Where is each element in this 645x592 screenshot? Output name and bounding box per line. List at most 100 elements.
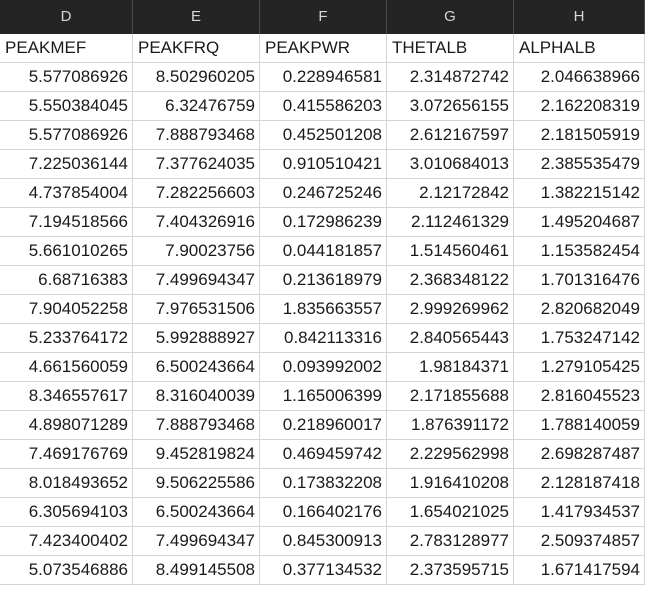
cell[interactable]: 5.577086926: [0, 121, 133, 150]
cell[interactable]: 2.128187418: [514, 469, 645, 498]
cell[interactable]: 7.888793468: [133, 411, 260, 440]
cell[interactable]: 1.279105425: [514, 353, 645, 382]
cell[interactable]: 2.112461329: [387, 208, 514, 237]
cell[interactable]: 0.845300913: [260, 527, 387, 556]
cell[interactable]: 0.173832208: [260, 469, 387, 498]
cell[interactable]: 0.246725246: [260, 179, 387, 208]
cell[interactable]: 2.698287487: [514, 440, 645, 469]
column-header-d[interactable]: D: [0, 0, 133, 34]
cell[interactable]: 2.820682049: [514, 295, 645, 324]
cell[interactable]: 7.469176769: [0, 440, 133, 469]
cell[interactable]: 3.072656155: [387, 92, 514, 121]
cell[interactable]: 7.888793468: [133, 121, 260, 150]
cell[interactable]: 1.514560461: [387, 237, 514, 266]
cell[interactable]: 4.737854004: [0, 179, 133, 208]
cell[interactable]: 7.423400402: [0, 527, 133, 556]
cell[interactable]: 2.368348122: [387, 266, 514, 295]
cell[interactable]: 1.753247142: [514, 324, 645, 353]
cell[interactable]: 1.835663557: [260, 295, 387, 324]
cell[interactable]: 8.316040039: [133, 382, 260, 411]
cell[interactable]: 5.233764172: [0, 324, 133, 353]
cell[interactable]: 0.213618979: [260, 266, 387, 295]
cell[interactable]: 1.916410208: [387, 469, 514, 498]
cell[interactable]: 2.999269962: [387, 295, 514, 324]
cell[interactable]: 0.377134532: [260, 556, 387, 585]
cell[interactable]: PEAKFRQ: [133, 34, 260, 63]
cell[interactable]: 5.661010265: [0, 237, 133, 266]
cell[interactable]: 2.314872742: [387, 63, 514, 92]
cell[interactable]: 2.385535479: [514, 150, 645, 179]
cell[interactable]: 0.044181857: [260, 237, 387, 266]
cell[interactable]: 8.346557617: [0, 382, 133, 411]
cell[interactable]: 2.12172842: [387, 179, 514, 208]
cell[interactable]: 5.073546886: [0, 556, 133, 585]
cell[interactable]: 1.671417594: [514, 556, 645, 585]
cell[interactable]: 1.153582454: [514, 237, 645, 266]
cell[interactable]: 2.229562998: [387, 440, 514, 469]
cell[interactable]: PEAKPWR: [260, 34, 387, 63]
cell[interactable]: 8.499145508: [133, 556, 260, 585]
cell[interactable]: 7.377624035: [133, 150, 260, 179]
cell[interactable]: 6.68716383: [0, 266, 133, 295]
cell[interactable]: 2.046638966: [514, 63, 645, 92]
cell[interactable]: 7.194518566: [0, 208, 133, 237]
cell[interactable]: 7.499694347: [133, 266, 260, 295]
cell[interactable]: 1.788140059: [514, 411, 645, 440]
cell[interactable]: 0.452501208: [260, 121, 387, 150]
cell[interactable]: 2.171855688: [387, 382, 514, 411]
cell[interactable]: 3.010684013: [387, 150, 514, 179]
cell[interactable]: 0.218960017: [260, 411, 387, 440]
cell[interactable]: 2.816045523: [514, 382, 645, 411]
cell[interactable]: 0.228946581: [260, 63, 387, 92]
cell[interactable]: 9.506225586: [133, 469, 260, 498]
cell[interactable]: 0.093992002: [260, 353, 387, 382]
column-header-e[interactable]: E: [133, 0, 260, 34]
cell[interactable]: 1.654021025: [387, 498, 514, 527]
cell[interactable]: 6.305694103: [0, 498, 133, 527]
cell[interactable]: THETALB: [387, 34, 514, 63]
cell[interactable]: 1.382215142: [514, 179, 645, 208]
cell[interactable]: 2.783128977: [387, 527, 514, 556]
cell[interactable]: 4.661560059: [0, 353, 133, 382]
cell[interactable]: 7.499694347: [133, 527, 260, 556]
cell[interactable]: 1.417934537: [514, 498, 645, 527]
cell[interactable]: 0.166402176: [260, 498, 387, 527]
cell[interactable]: 2.509374857: [514, 527, 645, 556]
cell[interactable]: 9.452819824: [133, 440, 260, 469]
cell[interactable]: 5.550384045: [0, 92, 133, 121]
cell[interactable]: ALPHALB: [514, 34, 645, 63]
cell[interactable]: 1.495204687: [514, 208, 645, 237]
cell[interactable]: 0.910510421: [260, 150, 387, 179]
cell[interactable]: 2.612167597: [387, 121, 514, 150]
cell[interactable]: 0.469459742: [260, 440, 387, 469]
cell[interactable]: 6.500243664: [133, 353, 260, 382]
cell[interactable]: 8.502960205: [133, 63, 260, 92]
cell[interactable]: 7.404326916: [133, 208, 260, 237]
cell[interactable]: 1.98184371: [387, 353, 514, 382]
cell[interactable]: 1.165006399: [260, 382, 387, 411]
cell[interactable]: 6.32476759: [133, 92, 260, 121]
cell[interactable]: 4.898071289: [0, 411, 133, 440]
cell[interactable]: 7.282256603: [133, 179, 260, 208]
cell[interactable]: 2.181505919: [514, 121, 645, 150]
cell[interactable]: 1.876391172: [387, 411, 514, 440]
cell[interactable]: 7.225036144: [0, 150, 133, 179]
column-header-g[interactable]: G: [387, 0, 514, 34]
cell[interactable]: 7.90023756: [133, 237, 260, 266]
cell[interactable]: 0.415586203: [260, 92, 387, 121]
cell[interactable]: 5.577086926: [0, 63, 133, 92]
cell[interactable]: 2.162208319: [514, 92, 645, 121]
cell[interactable]: 0.172986239: [260, 208, 387, 237]
cell[interactable]: 7.976531506: [133, 295, 260, 324]
cell[interactable]: 0.842113316: [260, 324, 387, 353]
cell[interactable]: 6.500243664: [133, 498, 260, 527]
cell[interactable]: 8.018493652: [0, 469, 133, 498]
column-header-f[interactable]: F: [260, 0, 387, 34]
cell[interactable]: PEAKMEF: [0, 34, 133, 63]
cell[interactable]: 2.373595715: [387, 556, 514, 585]
cell[interactable]: 5.992888927: [133, 324, 260, 353]
cell[interactable]: 7.904052258: [0, 295, 133, 324]
column-header-h[interactable]: H: [514, 0, 645, 34]
cell[interactable]: 1.701316476: [514, 266, 645, 295]
cell[interactable]: 2.840565443: [387, 324, 514, 353]
